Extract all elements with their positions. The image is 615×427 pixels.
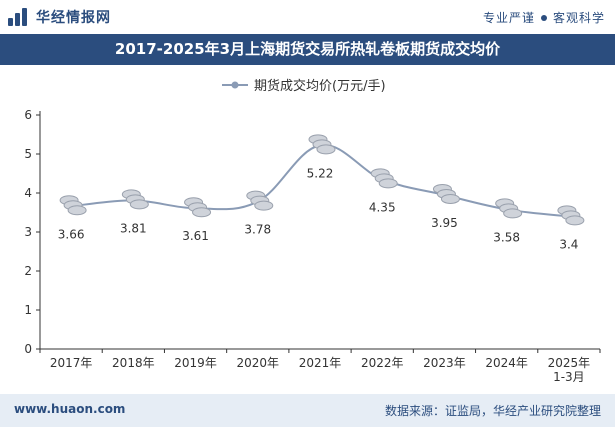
website-link[interactable]: www.huaon.com xyxy=(14,402,126,416)
x-tick-label: 2022年 xyxy=(361,356,404,370)
chart-title: 2017-2025年3月上海期货交易所热轧卷板期货成交均价 xyxy=(0,34,615,65)
slogan-left: 专业严谨 xyxy=(482,11,535,25)
data-point xyxy=(495,198,523,219)
data-label: 3.66 xyxy=(58,227,85,241)
x-tick-label: 2023年 xyxy=(423,356,466,370)
slogan: 专业严谨 客观科学 xyxy=(483,9,605,26)
coin-icon xyxy=(316,144,336,155)
data-label: 3.58 xyxy=(493,230,520,244)
line-chart: 期货成交均价(万元/手) 0 1 2 3 4 5 6 2017年 2018年 2019年 2020年 2… xyxy=(24,78,601,384)
data-label: 3.78 xyxy=(244,223,271,237)
data-point xyxy=(370,168,398,189)
x-tick-label: 2018年 xyxy=(112,356,155,370)
coin-icon xyxy=(254,200,274,211)
slogan-right: 客观科学 xyxy=(552,11,605,25)
coin-icon xyxy=(378,178,398,189)
data-source: 数据来源：证监局，华经产业研究院整理 xyxy=(384,404,601,418)
data-point xyxy=(246,190,274,211)
top-bar: 华经情报网 专业严谨 客观科学 xyxy=(0,0,615,34)
x-tick-label: 2024年 xyxy=(485,356,528,370)
data-point xyxy=(184,197,212,218)
data-point xyxy=(121,189,149,210)
brand-name: 华经情报网 xyxy=(36,10,111,26)
data-point xyxy=(432,183,460,204)
x-tick-label: 2021年 xyxy=(299,356,342,370)
data-label: 4.35 xyxy=(369,200,396,214)
x-tick-label: 2017年 xyxy=(50,356,93,370)
y-tick-label: 6 xyxy=(24,108,32,122)
data-point xyxy=(557,205,585,226)
data-label: 3.81 xyxy=(120,221,147,235)
brand-logo[interactable]: 华经情报网 xyxy=(8,7,111,27)
x-tick-label: 2019年 xyxy=(174,356,217,370)
dot-icon xyxy=(540,14,547,21)
x-tick-label: 2020年 xyxy=(237,356,280,370)
data-point xyxy=(59,195,87,216)
y-tick-label: 0 xyxy=(24,342,32,356)
y-tick-label: 4 xyxy=(24,186,32,200)
coin-icon xyxy=(440,193,460,204)
y-tick-label: 5 xyxy=(24,147,32,161)
coin-icon xyxy=(192,207,212,218)
data-point xyxy=(308,134,336,155)
coin-icon xyxy=(565,215,585,226)
bar-chart-icon xyxy=(8,8,30,26)
data-label: 3.61 xyxy=(182,229,209,243)
y-tick-label: 1 xyxy=(24,303,32,317)
data-label: 5.22 xyxy=(307,166,334,180)
legend-label: 期货成交均价(万元/手) xyxy=(254,78,386,94)
coin-icon xyxy=(503,208,523,219)
data-label: 3.4 xyxy=(559,237,578,251)
legend-marker xyxy=(231,81,239,89)
coin-icon xyxy=(129,199,149,210)
legend: 期货成交均价(万元/手) xyxy=(222,78,386,94)
y-tick-label: 2 xyxy=(24,264,32,278)
footer-bar: www.huaon.com 数据来源：证监局，华经产业研究院整理 xyxy=(0,394,615,427)
coin-icon xyxy=(67,205,87,216)
x-tick-label: 2025年 1-3月 xyxy=(548,356,591,384)
y-tick-label: 3 xyxy=(24,225,32,239)
data-label: 3.95 xyxy=(431,216,458,230)
